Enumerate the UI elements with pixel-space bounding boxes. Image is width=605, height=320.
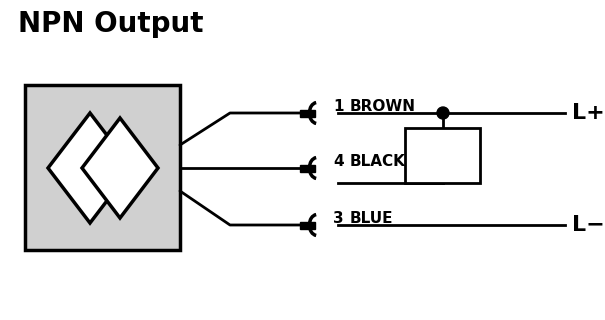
Polygon shape (25, 85, 180, 250)
Polygon shape (299, 164, 315, 172)
Polygon shape (48, 113, 132, 223)
Polygon shape (299, 109, 315, 116)
Text: BLUE: BLUE (350, 211, 393, 226)
Polygon shape (299, 221, 315, 228)
Text: 3: 3 (333, 211, 344, 226)
Text: L−: L− (572, 215, 605, 235)
Text: BROWN: BROWN (350, 99, 416, 114)
Polygon shape (82, 118, 158, 218)
Polygon shape (405, 128, 480, 183)
Text: 1: 1 (333, 99, 344, 114)
Circle shape (437, 107, 449, 119)
Text: NPN Output: NPN Output (18, 10, 203, 38)
Text: 4: 4 (333, 154, 344, 169)
Text: BLACK: BLACK (350, 154, 406, 169)
Text: L+: L+ (572, 103, 605, 123)
